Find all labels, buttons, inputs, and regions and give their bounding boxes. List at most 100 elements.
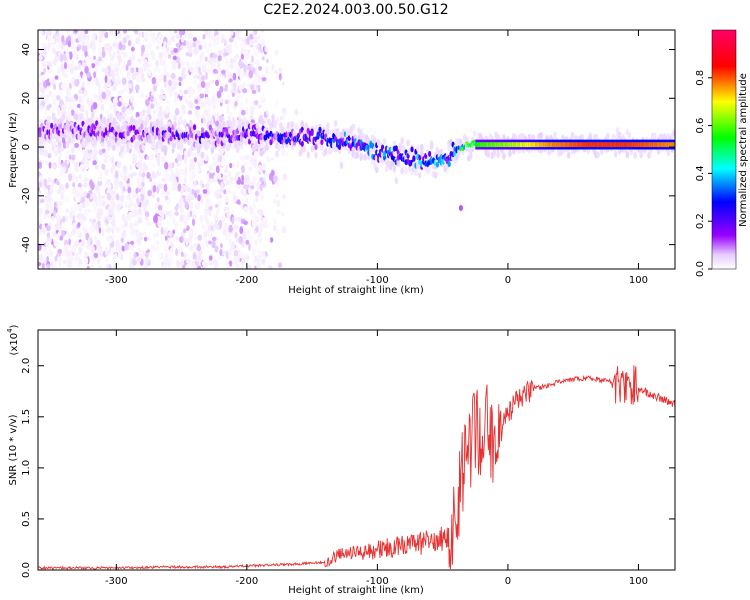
spectrogram-cell <box>105 264 110 269</box>
spectrogram-cell <box>159 59 165 66</box>
spectrogram-cell <box>261 93 266 100</box>
spectrogram-cell <box>192 218 195 227</box>
spectrogram-cell <box>87 237 91 244</box>
spectrogram-cell <box>69 231 74 237</box>
spectrogram-cell <box>259 177 264 183</box>
spectrogram-cell <box>112 85 117 92</box>
spectrogram-cell <box>216 62 221 72</box>
spectrogram-cell <box>257 231 262 238</box>
spectrogram-cell <box>167 40 172 46</box>
spectrogram-cell <box>200 151 205 159</box>
spectrogram-cell <box>210 35 216 42</box>
spectrogram-cell <box>226 212 229 218</box>
spectrogram-cell <box>102 116 107 124</box>
spectrogram-cell <box>598 142 600 148</box>
spectrogram-cell <box>245 107 249 116</box>
spectrogram-cell <box>536 142 539 148</box>
spectrogram-cell <box>153 98 158 104</box>
spectrogram-cell <box>134 156 138 161</box>
spectrogram-cell <box>672 129 675 136</box>
spectrogram-cell <box>672 142 675 148</box>
spectrogram-cell <box>217 55 222 62</box>
spectrogram-cell <box>64 244 69 250</box>
spectrogram-cell <box>97 47 102 55</box>
spectrogram-cell <box>183 198 186 204</box>
colorbar-tick-label: 0.4 <box>695 165 706 181</box>
spectrogram-cell <box>116 139 121 147</box>
spectrogram-cell <box>50 93 54 99</box>
spectrogram-cell <box>208 209 212 217</box>
spectrogram-cell <box>621 142 624 148</box>
spectrogram-cell <box>108 245 112 254</box>
spectrogram-cell <box>260 220 265 227</box>
spectrogram-cell <box>269 237 274 243</box>
spectrogram-cell <box>537 142 540 148</box>
spectrogram-cell <box>197 194 201 202</box>
spectrogram-cell <box>163 52 167 60</box>
spectrogram-cell <box>541 142 544 148</box>
spectrogram-cell <box>44 160 49 166</box>
spectrogram-cell <box>219 86 224 93</box>
spectrogram-cell <box>38 161 42 169</box>
spectrogram-cell <box>394 145 398 152</box>
spectrogram-cell <box>334 135 338 142</box>
spectrogram-cell <box>96 239 101 247</box>
spectrogram-cell <box>134 30 139 35</box>
spectrogram-cell <box>253 75 259 84</box>
spectrogram-cell <box>222 229 227 236</box>
spectrogram-cell <box>392 140 397 148</box>
spectrogram-cell <box>60 192 65 200</box>
spectrogram-cell <box>205 46 210 54</box>
spectrogram-cell <box>575 142 578 148</box>
spectrogram-cell <box>236 182 241 190</box>
spectrogram-cell <box>228 224 233 233</box>
spectrogram-cell <box>238 84 242 91</box>
spectrogram-cell <box>611 142 613 148</box>
spectrogram-cell <box>98 247 102 255</box>
spectrogram-cell <box>229 37 234 43</box>
spectrogram-cell <box>650 142 653 148</box>
spectrogram-cell <box>225 180 231 186</box>
spectrogram-cell <box>240 41 246 50</box>
spectrogram-cell <box>620 142 623 148</box>
spectrogram-cell <box>97 211 102 220</box>
spectrogram-cell <box>208 42 213 48</box>
spectrogram-cell <box>38 253 43 261</box>
spectrogram-cell <box>592 142 595 148</box>
spectrogram-cell <box>84 164 88 171</box>
spectrogram-cell <box>101 59 105 64</box>
spectrogram-cell <box>189 158 193 168</box>
spectrogram-cell <box>145 256 149 264</box>
spectrogram-cell <box>145 116 150 123</box>
spectrogram-cell <box>105 227 111 234</box>
spectrogram-cell <box>194 232 197 241</box>
spectrogram-cell <box>201 183 205 188</box>
spectrogram-cell <box>177 153 181 161</box>
spectrogram-cell <box>337 144 342 150</box>
spectrogram-cell <box>240 101 244 110</box>
spectrogram-cell <box>88 189 93 195</box>
spectrogram-cell <box>56 219 61 225</box>
spectrogram-cell <box>158 182 162 190</box>
spectrogram-cell <box>544 142 547 148</box>
spectrogram-cell <box>271 114 275 121</box>
spectrogram-cell <box>517 142 520 148</box>
spectrogram-cell <box>283 151 288 157</box>
spectrogram-cell <box>38 221 41 226</box>
spectrogram-cell <box>70 146 76 154</box>
spectrogram-cell <box>205 239 209 248</box>
spectrogram-cell <box>91 199 96 207</box>
spectrogram-cell <box>351 123 356 131</box>
spectrogram-cell <box>40 145 44 153</box>
spectrogram-cell <box>261 77 267 82</box>
spectrogram-cell <box>138 194 141 201</box>
spectrogram-cell <box>170 72 176 79</box>
spectrogram-cell <box>141 181 145 188</box>
spectrogram-cell <box>202 189 208 194</box>
spectrogram-cell <box>146 172 151 179</box>
spectrogram-cell <box>276 228 280 237</box>
spectrogram-cell <box>120 237 125 243</box>
spectrogram-cell <box>630 142 633 148</box>
spectrogram-cell <box>157 110 163 117</box>
